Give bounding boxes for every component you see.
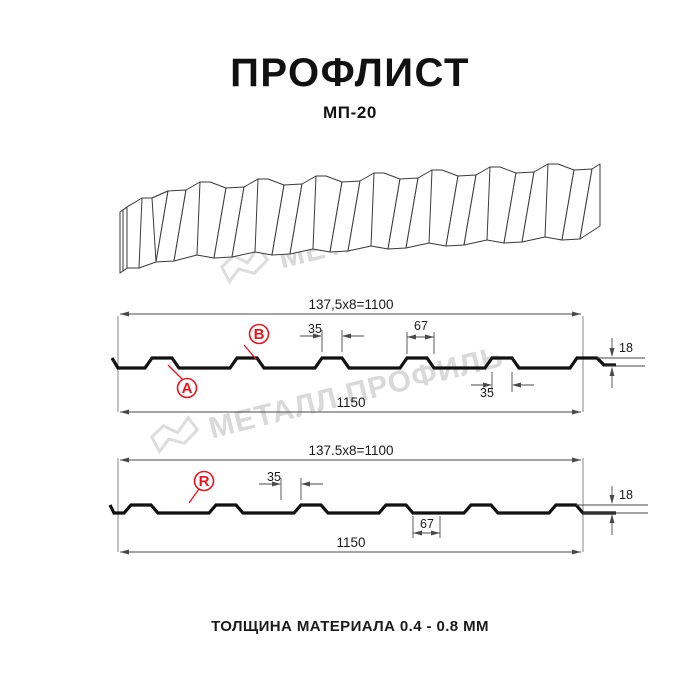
profile-sheet-isometric (119, 163, 601, 274)
extension-lines-top (117, 316, 584, 412)
cross-section-top: 137,5x8=1100 35 (110, 297, 645, 415)
dim-line-top-width (120, 311, 581, 317)
material-thickness-note: ТОЛЩИНА МАТЕРИАЛА 0.4 - 0.8 ММ (211, 618, 489, 635)
dim-35-upper (300, 330, 364, 352)
dim-line-top-overall (120, 409, 581, 415)
profile-outline-top (110, 356, 616, 370)
dim-35-lower (471, 372, 534, 392)
cross-section-bottom: 137.5x8=1100 35 (108, 443, 648, 555)
profile-outline-bottom (108, 503, 616, 515)
dim-18-bottom-label: 18 (619, 488, 633, 502)
title-block: ПРОФЛИСТ МП-20 (0, 52, 700, 123)
callout-a: A (167, 364, 198, 399)
dim-35-bottom (259, 478, 323, 500)
dim-1150-bottom-label: 1150 (336, 535, 365, 550)
dim-35-lower-label: 35 (480, 386, 494, 400)
dim-line-bottom-overall (120, 549, 581, 555)
dim-18-top-label: 18 (619, 341, 633, 355)
dim-line-bottom-width (120, 457, 581, 463)
dim-top-width-label: 137,5x8=1100 (309, 297, 394, 312)
dim-18-bottom (576, 486, 648, 535)
callout-r-label: R (199, 473, 210, 490)
dim-1150-top-label: 1150 (336, 395, 365, 410)
page-title: ПРОФЛИСТ (230, 51, 470, 95)
dim-67-bottom-label: 67 (420, 517, 434, 531)
callout-a-label: A (182, 380, 193, 397)
dim-67-top (406, 332, 435, 354)
watermark-text-2: МЕТАЛЛ ПРОФИЛЬ (206, 340, 507, 445)
dim-35-upper-label: 35 (308, 322, 322, 336)
dim-18-top (597, 338, 645, 388)
callout-r: R (188, 470, 215, 504)
dim-67-top-label: 67 (414, 319, 428, 333)
model-subtitle: МП-20 (323, 103, 377, 122)
dim-35-bottom-label: 35 (267, 470, 281, 484)
callout-b-label: B (254, 326, 265, 343)
dim-67-bottom (412, 516, 441, 538)
callout-b: B (243, 323, 270, 360)
dim-bottom-width-label: 137.5x8=1100 (309, 443, 394, 458)
